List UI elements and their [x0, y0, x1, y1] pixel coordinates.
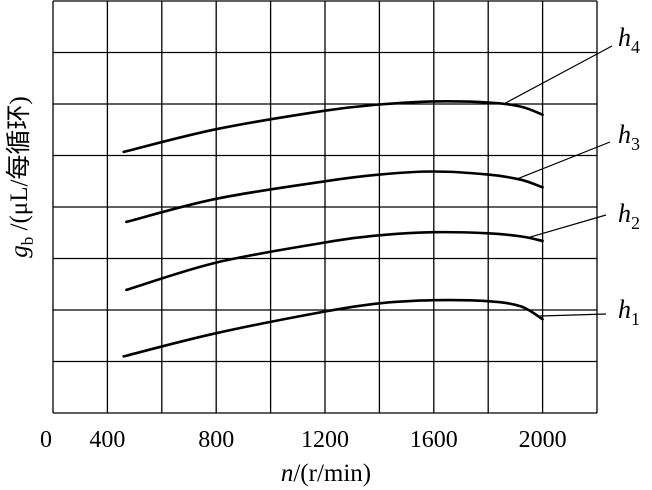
series-line-h1 [122, 298, 544, 358]
series-label-h4: h4 [618, 23, 640, 57]
series-label-subscript: 1 [631, 309, 640, 329]
leader-line-h3 [516, 141, 611, 180]
x-tick-labels: 0 400 800 1200 1600 2000 [40, 427, 567, 453]
x-tick-label: 1600 [410, 427, 458, 453]
series-label-subscript: 3 [631, 134, 640, 154]
y-axis-unit: /(μL/每循环) [5, 96, 33, 236]
y-axis-subscript: b [18, 237, 37, 246]
leader-line-h2 [527, 214, 607, 239]
x-tick-label: 400 [89, 427, 125, 453]
series-line-h2 [125, 230, 544, 292]
curves [122, 100, 544, 358]
label-leader-lines [502, 45, 613, 317]
series-label-h1: h1 [618, 295, 640, 329]
leader-line-h1 [537, 313, 607, 317]
series-label-symbol: h [618, 23, 631, 52]
x-axis-symbol: n [281, 460, 294, 487]
x-tick-label: 2000 [519, 427, 567, 453]
x-axis-title: n/(r/min) [281, 460, 371, 487]
x-tick-label: 1200 [301, 427, 349, 453]
x-axis-unit: /(r/min) [293, 460, 371, 487]
series-line-h3 [125, 170, 544, 224]
series-label-subscript: 2 [631, 213, 640, 233]
series-label-h2: h2 [618, 199, 640, 233]
series-label-symbol: h [618, 295, 631, 324]
grid [52, 0, 598, 414]
leader-line-h4 [502, 45, 613, 105]
y-axis-title: gb /(μL/每循环) [5, 96, 37, 257]
series-label-h3: h3 [618, 120, 640, 154]
series-label-subscript: 4 [631, 37, 640, 57]
series-label-symbol: h [618, 120, 631, 149]
x-tick-label: 0 [40, 427, 52, 453]
series-line-h4 [122, 100, 544, 154]
y-axis-symbol: g [6, 245, 33, 258]
x-tick-label: 800 [198, 427, 234, 453]
series-label-symbol: h [618, 199, 631, 228]
